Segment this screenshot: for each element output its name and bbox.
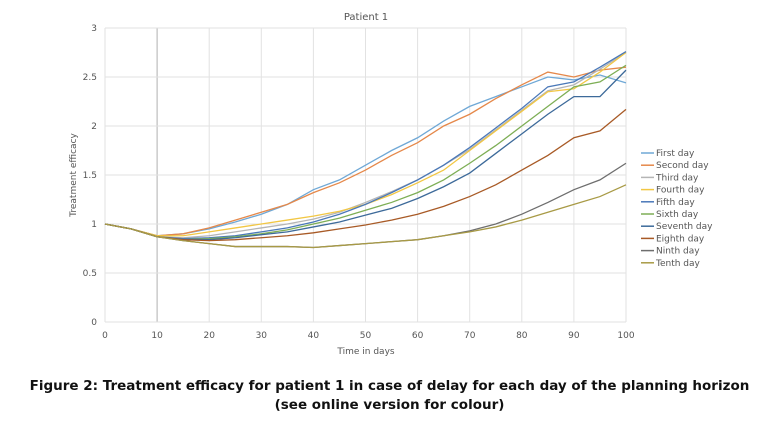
y-tick-label: 0 bbox=[91, 318, 97, 328]
y-tick-label: 0.5 bbox=[83, 269, 97, 279]
x-tick-label: 0 bbox=[102, 331, 108, 341]
y-tick-label: 3 bbox=[91, 24, 97, 34]
legend-label: Ninth day bbox=[656, 247, 700, 257]
y-tick-label: 2 bbox=[91, 122, 97, 132]
x-tick-label: 10 bbox=[151, 331, 163, 341]
figure-caption: Figure 2: Treatment efficacy for patient… bbox=[0, 377, 779, 415]
x-tick-label: 30 bbox=[256, 331, 268, 341]
legend-label: Third day bbox=[655, 173, 699, 183]
line-chart: Patient 1 0 10 20 30 40 50 60 70 80 90 100 0 0.5 1 1.5… bbox=[69, 12, 713, 357]
series-line-8 bbox=[104, 108, 627, 242]
chart-title: Patient 1 bbox=[344, 12, 388, 23]
legend-label: Fifth day bbox=[656, 198, 695, 208]
legend-label: Sixth day bbox=[656, 210, 699, 220]
x-tick-label: 50 bbox=[360, 331, 372, 341]
legend-label: Eighth day bbox=[656, 234, 705, 244]
legend-label: Tenth day bbox=[655, 259, 701, 269]
series-line-10 bbox=[104, 184, 627, 249]
y-axis-label: Treatment efficacy bbox=[69, 133, 79, 218]
caption-line-2: (see online version for colour) bbox=[274, 397, 505, 413]
legend-label: Second day bbox=[656, 161, 709, 171]
x-tick-label: 90 bbox=[568, 331, 580, 341]
legend-label: Seventh day bbox=[656, 222, 713, 232]
x-tick-label: 20 bbox=[203, 331, 215, 341]
caption-line-1: Figure 2: Treatment efficacy for patient… bbox=[29, 378, 750, 394]
legend-label: First day bbox=[656, 149, 695, 159]
x-tick-label: 60 bbox=[412, 331, 424, 341]
x-axis-label: Time in days bbox=[336, 347, 395, 357]
x-tick-label: 70 bbox=[464, 331, 476, 341]
legend-label: Fourth day bbox=[656, 186, 705, 196]
x-tick-label: 80 bbox=[516, 331, 528, 341]
y-tick-label: 1.5 bbox=[83, 171, 97, 181]
x-tick-label: 100 bbox=[617, 331, 634, 341]
x-tick-label: 40 bbox=[308, 331, 320, 341]
y-tick-label: 1 bbox=[91, 220, 97, 230]
series-line-5 bbox=[104, 50, 627, 240]
y-tick-label: 2.5 bbox=[83, 73, 97, 83]
series-line-2 bbox=[104, 66, 627, 237]
series-line-3 bbox=[104, 51, 627, 239]
